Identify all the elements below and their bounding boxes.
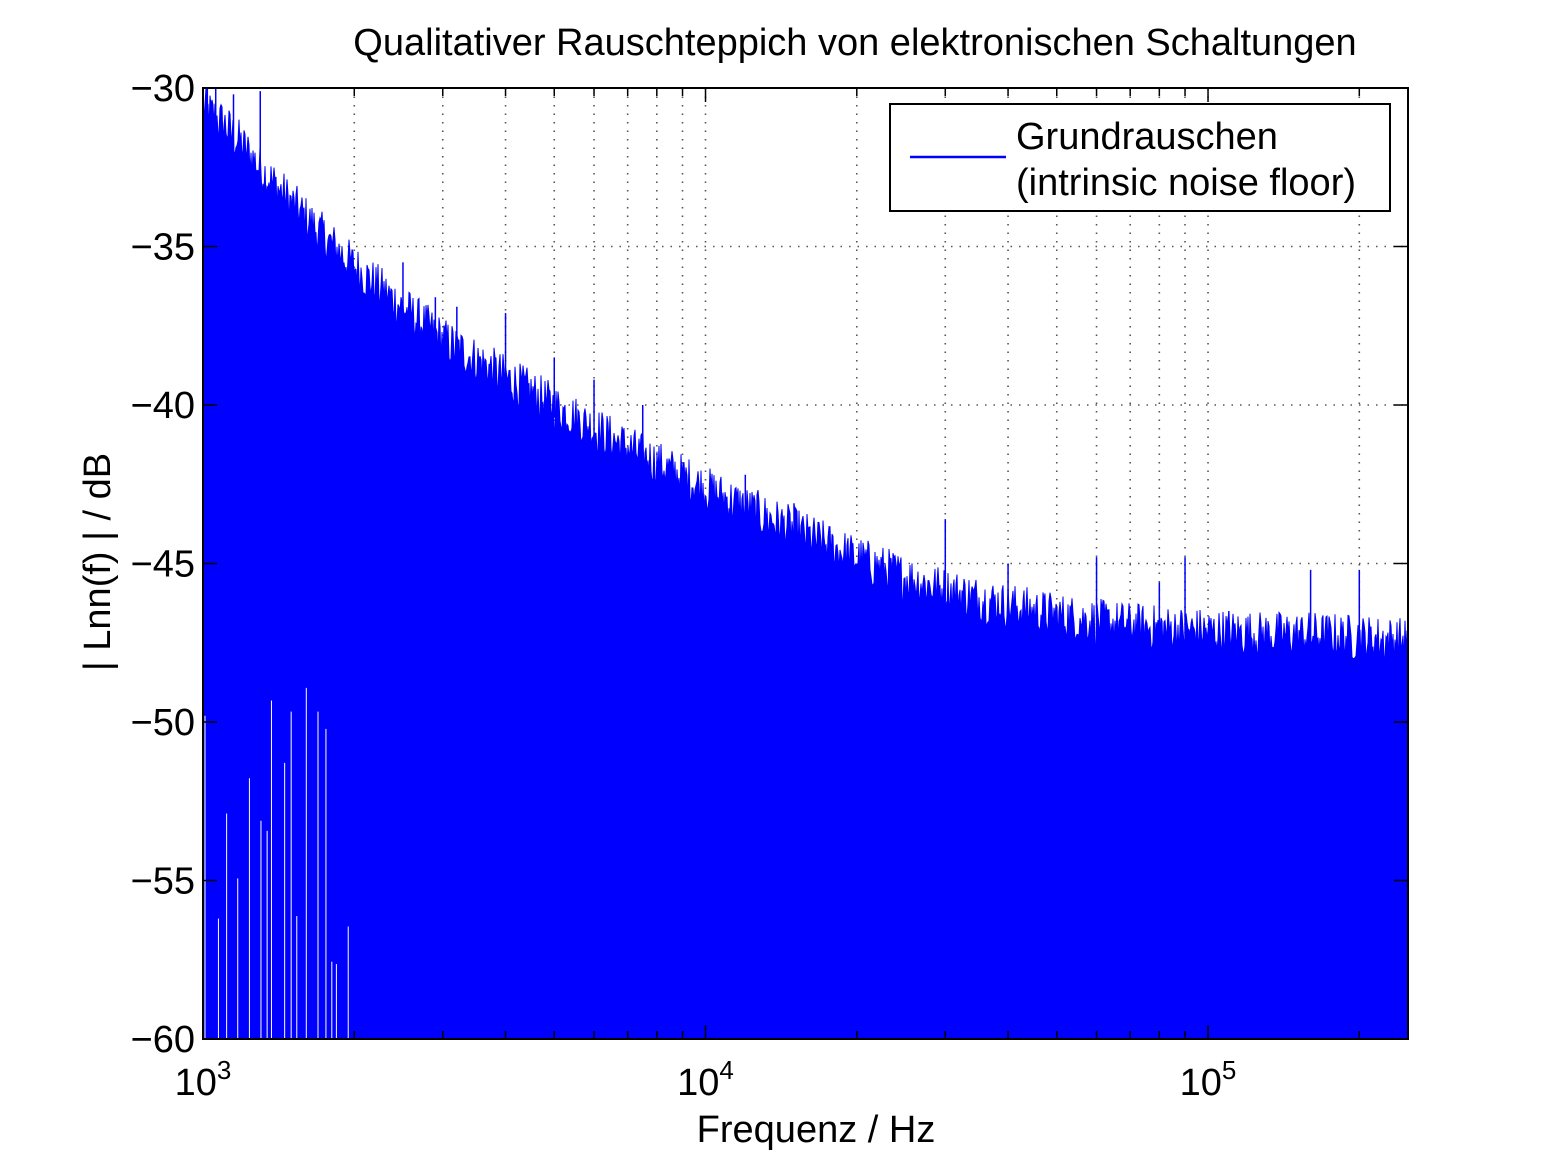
x-tick-labels: 103 104 105 xyxy=(175,1055,1237,1104)
y-tick-label: −45 xyxy=(131,544,195,586)
x-tick-label: 105 xyxy=(1180,1055,1237,1104)
legend-label-line-2: (intrinsic noise floor) xyxy=(1016,162,1356,204)
y-tick-label: −60 xyxy=(131,1019,195,1061)
y-tick-label: −35 xyxy=(131,227,195,269)
legend-label-line-1: Grundrauschen xyxy=(1016,116,1278,158)
x-tick-label: 103 xyxy=(175,1055,232,1104)
chart-title: Qualitativer Rauschteppich von elektroni… xyxy=(353,22,1356,64)
x-tick-label: 104 xyxy=(677,1055,734,1104)
y-tick-label: −30 xyxy=(131,68,195,110)
y-axis-label: | Lnn(f) | / dB xyxy=(77,453,119,671)
plot-area xyxy=(202,87,1409,1040)
y-tick-label: −50 xyxy=(131,702,195,744)
x-axis-label: Frequenz / Hz xyxy=(697,1109,936,1151)
noise-band xyxy=(202,87,1409,1040)
axis-ticks xyxy=(202,87,1408,1040)
y-tick-label: −40 xyxy=(131,385,195,427)
legend: Grundrauschen (intrinsic noise floor) xyxy=(889,103,1391,212)
y-tick-labels: −30 −35 −40 −45 −50 −55 −60 xyxy=(131,68,195,1061)
y-tick-label: −55 xyxy=(131,861,195,903)
